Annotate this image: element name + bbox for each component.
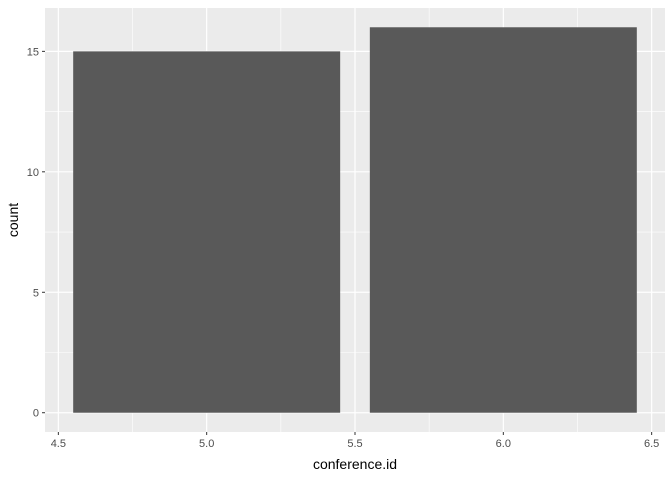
y-axis: 0 5 10 15 xyxy=(27,46,45,420)
x-tick-label: 6.5 xyxy=(644,438,659,450)
x-tick-label: 5.0 xyxy=(199,438,214,450)
y-axis-title: count xyxy=(5,203,21,237)
y-tick-label: 15 xyxy=(27,46,39,58)
bars xyxy=(73,27,637,413)
x-axis-title: conference.id xyxy=(313,456,397,472)
x-tick-label: 5.5 xyxy=(347,438,362,450)
y-tick-label: 0 xyxy=(33,408,39,420)
y-tick-label: 5 xyxy=(33,287,39,299)
y-tick-label: 10 xyxy=(27,167,39,179)
x-tick-label: 4.5 xyxy=(51,438,66,450)
bar-2 xyxy=(369,27,637,413)
x-tick-label: 6.0 xyxy=(496,438,511,450)
x-axis: 4.5 5.0 5.5 6.0 6.5 xyxy=(51,432,659,450)
bar-1 xyxy=(73,51,341,413)
